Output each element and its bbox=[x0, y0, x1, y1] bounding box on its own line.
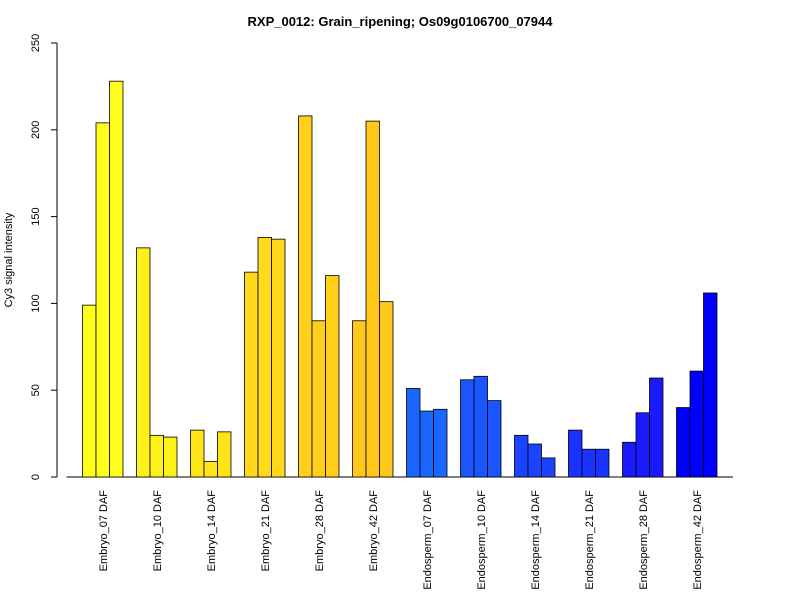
category-label: Endosperm_07 DAF bbox=[422, 490, 434, 590]
y-tick-label: 0 bbox=[30, 474, 42, 480]
y-axis: 0 50 100 150 200 250 bbox=[30, 34, 58, 480]
category-label: Embryo_42 DAF bbox=[368, 490, 380, 572]
bar bbox=[487, 400, 502, 478]
bar bbox=[217, 431, 232, 478]
bar bbox=[635, 412, 650, 478]
category-label: Endosperm_28 DAF bbox=[638, 490, 650, 590]
bar bbox=[568, 429, 583, 478]
bar bbox=[689, 370, 704, 478]
bar bbox=[541, 457, 556, 478]
bar bbox=[298, 115, 313, 478]
bar bbox=[676, 407, 691, 478]
category-label: Endosperm_42 DAF bbox=[692, 490, 704, 590]
y-tick-label: 250 bbox=[30, 34, 42, 52]
bar bbox=[419, 410, 434, 478]
y-tick-label: 150 bbox=[30, 207, 42, 225]
y-tick-label: 50 bbox=[30, 384, 42, 396]
bar bbox=[379, 301, 394, 478]
category-label: Endosperm_21 DAF bbox=[584, 490, 596, 590]
category-label: Embryo_10 DAF bbox=[152, 490, 164, 572]
bar bbox=[352, 320, 367, 478]
category-label: Embryo_14 DAF bbox=[206, 490, 218, 572]
bar bbox=[95, 122, 110, 478]
y-axis-label: Cy3 signal intensity bbox=[3, 212, 15, 307]
category-label: Endosperm_14 DAF bbox=[530, 490, 542, 590]
bar bbox=[136, 247, 151, 478]
bar bbox=[325, 275, 340, 478]
y-tick-label: 200 bbox=[30, 121, 42, 139]
bar bbox=[203, 460, 218, 478]
bar bbox=[149, 434, 164, 478]
bar bbox=[649, 377, 664, 478]
y-tick-label: 100 bbox=[30, 294, 42, 312]
bar bbox=[473, 375, 488, 478]
bar bbox=[514, 434, 529, 478]
category-label: Embryo_28 DAF bbox=[314, 490, 326, 572]
bars bbox=[82, 80, 718, 478]
bar bbox=[433, 408, 448, 478]
bar bbox=[257, 237, 272, 478]
bar bbox=[82, 304, 97, 478]
bar bbox=[163, 436, 178, 478]
category-label: Embryo_21 DAF bbox=[260, 490, 272, 572]
bar bbox=[595, 448, 610, 478]
bar bbox=[190, 429, 205, 478]
category-label: Embryo_07 DAF bbox=[98, 490, 110, 572]
bar bbox=[581, 448, 596, 478]
bar bbox=[271, 238, 286, 478]
bar bbox=[622, 441, 637, 478]
bar bbox=[460, 379, 475, 478]
bar bbox=[109, 80, 124, 478]
bar bbox=[365, 120, 380, 478]
category-label: Endosperm_10 DAF bbox=[476, 490, 488, 590]
bar bbox=[703, 292, 718, 478]
chart-title: RXP_0012: Grain_ripening; Os09g0106700_0… bbox=[248, 14, 554, 29]
bar bbox=[311, 320, 326, 478]
bar bbox=[244, 271, 259, 478]
bar bbox=[406, 388, 421, 478]
bar bbox=[527, 443, 542, 478]
category-labels: Embryo_07 DAF Embryo_10 DAF Embryo_14 DAF E… bbox=[98, 490, 704, 590]
